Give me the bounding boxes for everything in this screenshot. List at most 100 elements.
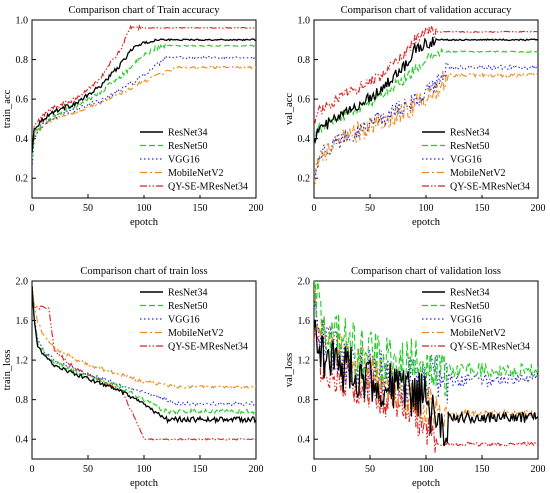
legend-label: MobileNetV2 — [450, 168, 506, 179]
y-tick-label: 0.2 — [298, 174, 311, 185]
series-line-1 — [32, 38, 256, 153]
legend: ResNet34 ResNet50 VGG16 MobileNetV2 QY-SE-MR… — [417, 123, 535, 195]
y-tick-label: 0.4 — [16, 134, 29, 145]
legend-label: ResNet34 — [168, 288, 207, 299]
y-axis-label: train_loss — [2, 350, 13, 391]
y-tick-label: 0.8 — [16, 395, 29, 406]
x-tick-label: 200 — [249, 203, 264, 214]
legend-label: ResNet34 — [168, 128, 207, 139]
legend-label: ResNet50 — [168, 141, 207, 152]
y-tick-label: 0.4 — [298, 134, 311, 145]
x-tick-label: 0 — [30, 203, 35, 214]
series-line-4 — [32, 285, 256, 390]
series-line-4 — [314, 70, 538, 185]
x-tick-label: 150 — [193, 464, 208, 475]
x-tick-label: 50 — [365, 203, 375, 214]
y-axis-label: train_acc — [2, 89, 13, 128]
y-tick-label: 1.0 — [298, 16, 311, 27]
y-tick-label: 0.6 — [298, 95, 311, 106]
x-tick-label: 200 — [249, 464, 264, 475]
legend-box — [135, 283, 253, 355]
x-tick-label: 150 — [475, 464, 490, 475]
series-line-5 — [314, 25, 538, 125]
legend: ResNet34 ResNet50 VGG16 MobileNetV2 QY-SE-MR… — [135, 123, 253, 195]
legend-label: MobileNetV2 — [168, 328, 224, 339]
series-lines — [314, 281, 538, 453]
legend-label: VGG16 — [450, 315, 482, 326]
legend-label: ResNet34 — [450, 288, 489, 299]
legend-label: VGG16 — [168, 315, 200, 326]
y-tick-label: 1.2 — [298, 356, 311, 367]
y-tick-label: 1.6 — [298, 316, 311, 327]
series-line-2 — [32, 285, 256, 415]
chart-title: Comparison chart of validation accuracy — [341, 5, 513, 16]
x-axis-label: epotch — [412, 217, 441, 228]
legend-label: ResNet50 — [450, 301, 489, 312]
x-tick-label: 100 — [419, 203, 434, 214]
x-tick-label: 50 — [83, 464, 93, 475]
series-line-3 — [32, 285, 256, 407]
legend-label: VGG16 — [450, 155, 482, 166]
chart-title: Comparison chart of train loss — [80, 266, 207, 277]
legend-label: QY-SE-MResNet34 — [168, 342, 248, 353]
x-tick-label: 100 — [137, 203, 152, 214]
x-axis-label: epotch — [130, 217, 159, 228]
x-tick-label: 50 — [83, 203, 93, 214]
legend-box — [417, 123, 535, 195]
legend-label: ResNet34 — [450, 128, 489, 139]
legend-box — [135, 123, 253, 195]
y-tick-label: 0.8 — [298, 395, 311, 406]
y-tick-label: 1.2 — [16, 356, 29, 367]
legend: ResNet34 ResNet50 VGG16 MobileNetV2 QY-SE-MR… — [417, 283, 535, 355]
x-tick-label: 0 — [30, 464, 35, 475]
chart-panel-3: Comparison chart of train loss epotch trai… — [2, 266, 264, 489]
y-tick-label: 0.4 — [16, 435, 29, 446]
legend-label: MobileNetV2 — [450, 328, 506, 339]
y-tick-label: 2.0 — [16, 277, 29, 288]
series-line-2 — [32, 42, 256, 159]
chart-panel-4: Comparison chart of validation loss epotc… — [284, 266, 546, 489]
x-axis-label: epotch — [412, 478, 441, 489]
y-axis-label: val_acc — [284, 93, 295, 125]
legend-label: QY-SE-MResNet34 — [450, 342, 530, 353]
x-tick-label: 100 — [419, 464, 434, 475]
x-axis-label: epotch — [130, 478, 159, 489]
legend-box — [417, 283, 535, 355]
chart-panel-1: Comparison chart of Train accuracy epotch… — [2, 5, 264, 228]
x-tick-label: 50 — [365, 464, 375, 475]
legend-label: ResNet50 — [168, 301, 207, 312]
legend-label: QY-SE-MResNet34 — [168, 182, 248, 193]
series-line-1 — [32, 285, 256, 425]
chart-title: Comparison chart of validation loss — [351, 266, 501, 277]
x-tick-label: 150 — [475, 203, 490, 214]
x-tick-label: 150 — [193, 203, 208, 214]
y-tick-label: 0.4 — [298, 435, 311, 446]
x-tick-label: 200 — [531, 464, 546, 475]
series-line-1 — [314, 36, 538, 145]
series-line-5 — [32, 285, 256, 441]
x-tick-label: 0 — [312, 203, 317, 214]
series-line-5 — [314, 330, 538, 453]
legend: ResNet34 ResNet50 VGG16 MobileNetV2 QY-SE-MR… — [135, 283, 253, 355]
y-tick-label: 0.2 — [16, 174, 29, 185]
y-tick-label: 1.0 — [16, 16, 29, 27]
series-line-1 — [314, 319, 538, 447]
series-lines — [314, 25, 538, 185]
legend-label: ResNet50 — [450, 141, 489, 152]
series-line-3 — [32, 55, 256, 169]
chart-title: Comparison chart of Train accuracy — [68, 5, 220, 16]
y-axis-label: val_loss — [284, 353, 295, 387]
series-line-4 — [32, 65, 256, 159]
series-lines — [32, 285, 256, 441]
x-tick-label: 0 — [312, 464, 317, 475]
x-tick-label: 100 — [137, 464, 152, 475]
chart-panel-2: Comparison chart of validation accuracy e… — [284, 5, 546, 228]
y-tick-label: 0.8 — [298, 55, 311, 66]
x-tick-label: 200 — [531, 203, 546, 214]
y-tick-label: 2.0 — [298, 277, 311, 288]
series-line-3 — [314, 61, 538, 179]
series-lines — [32, 24, 256, 169]
legend-label: MobileNetV2 — [168, 168, 224, 179]
legend-label: VGG16 — [168, 155, 200, 166]
